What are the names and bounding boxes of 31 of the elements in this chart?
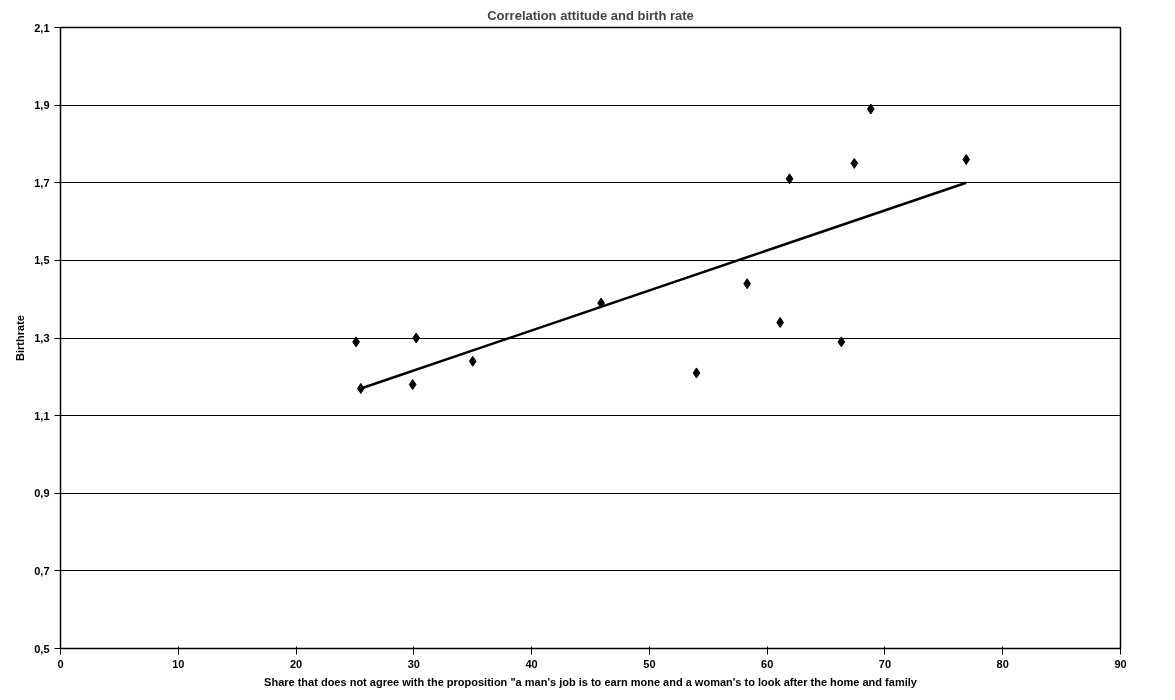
x-tick-label: 80 <box>996 657 1009 670</box>
point <box>785 173 794 185</box>
x-tick-label: 0 <box>57 657 64 670</box>
x-tick-label: 40 <box>525 657 538 670</box>
chart-title: Correlation attitude and birth rate <box>487 7 694 23</box>
x-tick-label: 20 <box>289 657 303 670</box>
y-tick-label: 1,5 <box>34 254 50 267</box>
x-tick-label: 90 <box>1114 657 1127 670</box>
y-tick-label: 1,1 <box>34 409 50 422</box>
y-tick-label: 1,7 <box>34 176 50 189</box>
point <box>408 379 417 391</box>
point <box>962 153 971 165</box>
x-tick-label: 30 <box>407 657 420 670</box>
y-tick-label: 2,1 <box>34 21 50 34</box>
point <box>850 157 859 169</box>
point <box>468 355 477 367</box>
y-tick-label: 1,9 <box>34 99 50 112</box>
y-tick-label: 1,3 <box>34 332 50 344</box>
y-tick-label: 0,5 <box>34 642 50 655</box>
point <box>866 103 875 115</box>
point <box>837 336 846 348</box>
point <box>692 367 701 379</box>
x-tick-label: 60 <box>761 657 774 670</box>
x-tick-label: 50 <box>643 657 656 670</box>
x-tick-label: 70 <box>878 657 892 670</box>
y-axis-title: Birthrate <box>14 315 27 361</box>
x-tick-label: 10 <box>172 657 185 670</box>
y-tick-label: 0,7 <box>34 564 50 577</box>
x-axis-title: Share that does not agree with the proposition "a man's job is to earn mone and a woman's to look after the home and family <box>264 675 918 688</box>
y-tick-label: 0,9 <box>34 487 50 500</box>
point <box>412 332 421 344</box>
